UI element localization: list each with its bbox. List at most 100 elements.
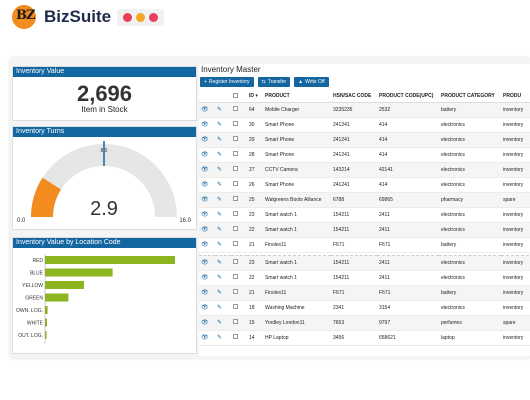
edit-pencil-icon[interactable]: ✎: [217, 275, 223, 281]
table-row[interactable]: 👁 ✎ 23 Smart watch 1 154211 2411 electronics in…: [199, 207, 530, 223]
edit-pencil-icon[interactable]: ✎: [217, 122, 223, 128]
edit-pencil-icon[interactable]: ✎: [217, 335, 223, 341]
edit-pencil-icon[interactable]: ✎: [217, 107, 223, 113]
table-cell: 15: [247, 315, 263, 331]
row-checkbox[interactable]: [233, 121, 238, 126]
view-eye-icon[interactable]: 👁: [201, 167, 209, 173]
view-eye-icon[interactable]: 👁: [201, 320, 209, 326]
write-off-button[interactable]: ▲ Write Off: [294, 77, 329, 87]
row-checkbox[interactable]: [233, 151, 238, 156]
view-eye-icon[interactable]: 👁: [201, 305, 209, 311]
edit-pencil-icon[interactable]: ✎: [217, 167, 223, 173]
table-cell: 22: [247, 222, 263, 238]
row-checkbox[interactable]: [233, 319, 238, 324]
table-row[interactable]: 👁 ✎ 14 HP Laptop 3456 658621 laptop inventory: [199, 330, 530, 346]
row-checkbox[interactable]: [233, 334, 238, 339]
row-checkbox[interactable]: [233, 289, 238, 294]
table-row[interactable]: 👁 ✎ 27 CCTV Camera 143214 42141 electronics inv…: [199, 162, 530, 178]
edit-pencil-icon[interactable]: ✎: [217, 260, 223, 266]
select-all-checkbox[interactable]: [233, 92, 238, 98]
table-row[interactable]: 👁 ✎ 25 Walgreens Boots Alliance 6788 69865 pha…: [199, 192, 530, 208]
edit-pencil-icon[interactable]: ✎: [217, 242, 223, 248]
table-cell: 2341: [331, 300, 377, 316]
table-row[interactable]: 👁 ✎ 21 Finolex11 F671 F671 battery inventory: [199, 285, 530, 301]
edit-pencil-icon[interactable]: ✎: [217, 290, 223, 296]
edit-pencil-icon[interactable]: ✎: [217, 197, 223, 203]
table-cell: 25: [247, 192, 263, 208]
table-cell: 2411: [377, 207, 439, 223]
table-row[interactable]: 👁 ✎ 22 Smart watch 1 154211 2411 electronics in…: [199, 270, 530, 286]
edit-pencil-icon[interactable]: ✎: [217, 320, 223, 326]
table-cell: F671: [377, 237, 439, 253]
column-header-product[interactable]: PRODUCT: [263, 91, 331, 103]
bar-white: [45, 318, 47, 327]
table-cell: electronics: [439, 117, 501, 133]
transfer-button[interactable]: ⇆ Transfer: [257, 77, 291, 87]
inventory-master-title: Inventory Master: [201, 65, 261, 74]
column-header-upc[interactable]: PRODUCT CODE(UPC): [377, 91, 439, 103]
row-checkbox[interactable]: [233, 304, 238, 309]
table-cell: 64: [247, 102, 263, 118]
column-header-category[interactable]: PRODUCT CATEGORY: [439, 91, 501, 103]
table-row[interactable]: 👁 ✎ 21 Finolex11 F671 F671 battery inventory: [199, 237, 530, 253]
inventory-turns-title: Inventory Turns: [13, 127, 196, 137]
edit-pencil-icon[interactable]: ✎: [217, 227, 223, 233]
view-eye-icon[interactable]: 👁: [201, 107, 209, 113]
table-row[interactable]: 👁 ✎ 15 Yordley London11 7653 9797 perfumes spar…: [199, 315, 530, 331]
row-checkbox[interactable]: [233, 211, 238, 216]
row-checkbox[interactable]: [233, 241, 238, 246]
table-row[interactable]: 👁 ✎ 64 Mobile Charger 3235235 2532 battery inve…: [199, 102, 530, 118]
table-cell: inventory: [501, 207, 530, 223]
view-eye-icon[interactable]: 👁: [201, 227, 209, 233]
view-eye-icon[interactable]: 👁: [201, 260, 209, 266]
row-checkbox[interactable]: [233, 196, 238, 201]
view-eye-icon[interactable]: 👁: [201, 137, 209, 143]
view-eye-icon[interactable]: 👁: [201, 122, 209, 128]
view-eye-icon[interactable]: 👁: [201, 212, 209, 218]
table-row[interactable]: 👁 ✎ 22 Smart watch 1 154211 2411 electronics in…: [199, 222, 530, 238]
table-cell: 154211: [331, 207, 377, 223]
column-header-product-type[interactable]: PRODU: [501, 91, 530, 103]
row-checkbox[interactable]: [233, 274, 238, 279]
column-header-id[interactable]: ID ▾: [247, 91, 263, 103]
table-cell: 18: [247, 300, 263, 316]
table-cell: 143214: [331, 162, 377, 178]
table-cell: 154211: [331, 270, 377, 286]
edit-pencil-icon[interactable]: ✎: [217, 305, 223, 311]
table-row[interactable]: 👁 ✎ 23 Smart watch 1 154211 2411 electronics in…: [199, 255, 530, 271]
column-header-hsn[interactable]: HSN/SAC CODE: [331, 91, 377, 103]
table-row[interactable]: 👁 ✎ 18 Washing Machine 2341 3154 electronics in…: [199, 300, 530, 316]
table-row[interactable]: 👁 ✎ 30 Smart Phone 241241 414 electronics inven…: [199, 117, 530, 133]
table-divider: [199, 252, 530, 256]
gauge-max-label: 16.0: [179, 218, 191, 224]
view-eye-icon[interactable]: 👁: [201, 275, 209, 281]
row-checkbox[interactable]: [233, 226, 238, 231]
edit-pencil-icon[interactable]: ✎: [217, 137, 223, 143]
view-eye-icon[interactable]: 👁: [201, 182, 209, 188]
row-checkbox[interactable]: [233, 259, 238, 264]
view-eye-icon[interactable]: 👁: [201, 242, 209, 248]
row-checkbox[interactable]: [233, 106, 238, 111]
table-cell: 154211: [331, 255, 377, 271]
table-cell: 2411: [377, 222, 439, 238]
row-checkbox[interactable]: [233, 136, 238, 141]
row-checkbox[interactable]: [233, 166, 238, 171]
table-row[interactable]: 👁 ✎ 26 Smart Phone 241241 414 electronics inven…: [199, 177, 530, 193]
table-row[interactable]: 👁 ✎ 29 Smart Phone 241241 414 electronics inven…: [199, 132, 530, 148]
edit-pencil-icon[interactable]: ✎: [217, 212, 223, 218]
edit-pencil-icon[interactable]: ✎: [217, 182, 223, 188]
view-eye-icon[interactable]: 👁: [201, 152, 209, 158]
edit-pencil-icon[interactable]: ✎: [217, 152, 223, 158]
view-eye-icon[interactable]: 👁: [201, 197, 209, 203]
table-row[interactable]: 👁 ✎ 28 Smart Phone 241241 414 electronics inven…: [199, 147, 530, 163]
table-cell: electronics: [439, 147, 501, 163]
row-checkbox[interactable]: [233, 181, 238, 186]
view-eye-icon[interactable]: 👁: [201, 335, 209, 341]
inventory-table: ID ▾ PRODUCT HSN/SAC CODE PRODUCT CODE(U…: [199, 91, 530, 346]
register-inventory-button[interactable]: + Register Inventory: [200, 77, 254, 87]
view-eye-icon[interactable]: 👁: [201, 290, 209, 296]
gauge-value-label: 2.9: [90, 198, 118, 220]
table-cell: electronics: [439, 270, 501, 286]
table-cell: 154211: [331, 222, 377, 238]
gauge-min-label: 0.0: [17, 218, 26, 224]
